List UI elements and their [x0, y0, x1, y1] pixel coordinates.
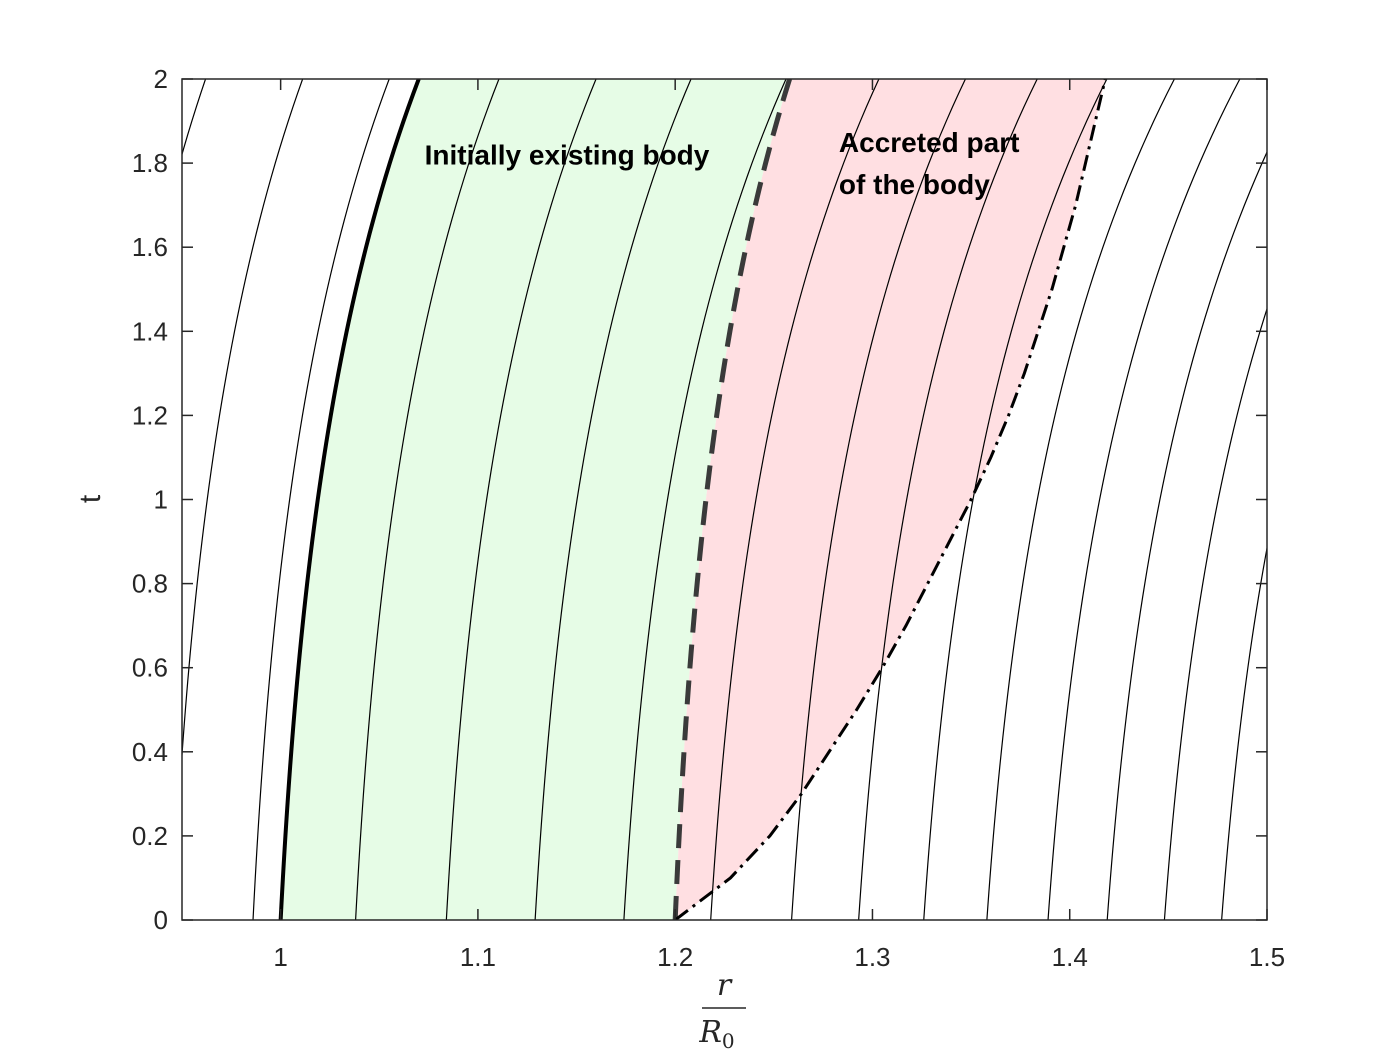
inner-boundary-line — [278, 79, 421, 920]
x-tick-label: 1.2 — [657, 942, 693, 972]
annotation-label: Initially existing body — [425, 140, 710, 171]
tick-labels: 1 1.1 1.2 1.3 1.4 1.5 0 0.2 0.4 0.6 0.8 1 1.2 1.4 1.6 1… — [132, 64, 1285, 972]
y-tick-label: 1.4 — [132, 316, 168, 346]
y-tick-label: 0.2 — [132, 821, 168, 851]
characteristic-curve — [623, 79, 787, 920]
characteristic-curve — [182, 79, 304, 763]
curves — [182, 79, 1400, 920]
x-axis-label: r R0 — [698, 968, 746, 1050]
y-tick-label: 1.6 — [132, 232, 168, 262]
boundaries — [278, 79, 1107, 920]
characteristic-curve — [1163, 306, 1267, 920]
annotations: Initially existing body Accreted part of t… — [425, 127, 1020, 200]
characteristic-curve — [858, 79, 1038, 920]
initial-outer-boundary-dashed-line — [672, 79, 792, 920]
y-tick-label: 0.8 — [132, 569, 168, 599]
characteristic-curve — [790, 79, 966, 920]
y-tick-label: 0.6 — [132, 653, 168, 683]
y-tick-label: 0.4 — [132, 737, 168, 767]
regions — [280, 79, 1106, 920]
y-axis-label: t — [74, 494, 107, 503]
y-tick-label: 0 — [154, 905, 168, 935]
x-axis-label-denominator-sub: 0 — [722, 1029, 735, 1050]
annotation-label: of the body — [839, 169, 990, 200]
x-tick-label: 1.4 — [1052, 942, 1088, 972]
y-tick-label: 2 — [154, 64, 168, 94]
characteristic-curve — [355, 79, 500, 920]
x-tick-label: 1.5 — [1249, 942, 1285, 972]
x-tick-label: 1.3 — [854, 942, 890, 972]
y-tick-label: 1 — [154, 485, 168, 515]
characteristic-curve — [1277, 79, 1400, 920]
characteristic-curve — [923, 79, 1108, 920]
characteristic-curve — [252, 79, 390, 920]
characteristic-curve — [1330, 79, 1400, 920]
characteristic-curve — [445, 79, 597, 920]
x-axis-label-denominator: R0 — [698, 1015, 734, 1050]
x-axis-label-denominator-main: R — [698, 1015, 722, 1050]
characteristic-curve — [1047, 79, 1241, 920]
x-tick-label: 1 — [273, 942, 287, 972]
x-axis-label-numerator: r — [717, 968, 733, 1003]
y-tick-label: 1.2 — [132, 400, 168, 430]
annotation-label: Accreted part — [839, 127, 1020, 158]
x-tick-label: 1.1 — [460, 942, 496, 972]
accreted-body-region — [675, 79, 1106, 920]
y-tick-label: 1.8 — [132, 148, 168, 178]
accretion-front-line — [674, 79, 1107, 920]
characteristic-curve — [534, 79, 692, 920]
characteristic-curve — [1383, 79, 1400, 920]
characteristic-curve — [710, 79, 880, 920]
characteristic-curve — [986, 79, 1175, 920]
characteristic-curve — [1106, 150, 1267, 920]
ticks — [182, 78, 1268, 921]
initial-body-region — [280, 79, 790, 920]
characteristic-curve — [1221, 544, 1267, 920]
